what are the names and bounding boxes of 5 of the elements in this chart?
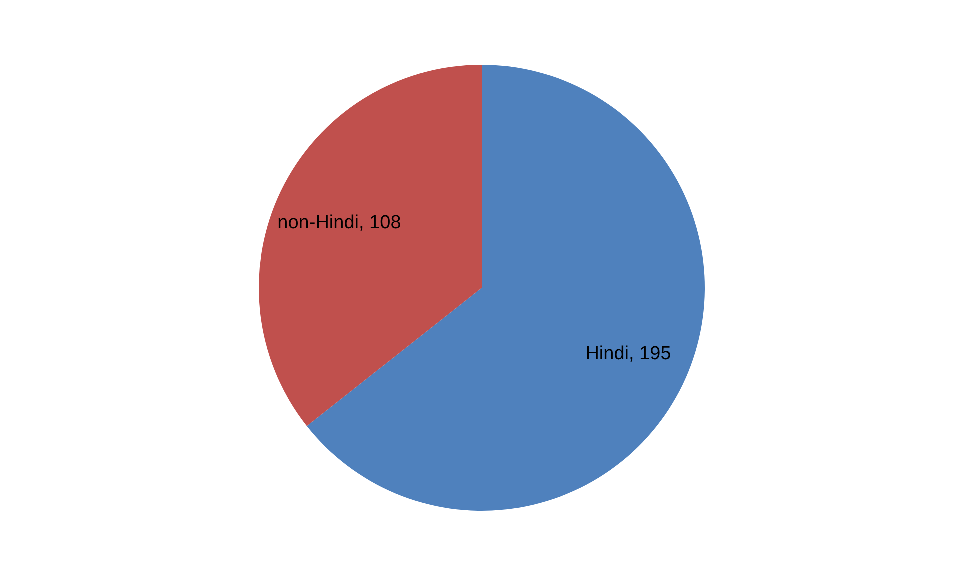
slice-label: non-Hindi bbox=[278, 212, 359, 234]
slice-label: Hindi bbox=[586, 343, 629, 364]
data-label: , 108 bbox=[359, 212, 402, 234]
data-label: , 195 bbox=[629, 343, 672, 364]
pie-slice bbox=[259, 65, 482, 426]
